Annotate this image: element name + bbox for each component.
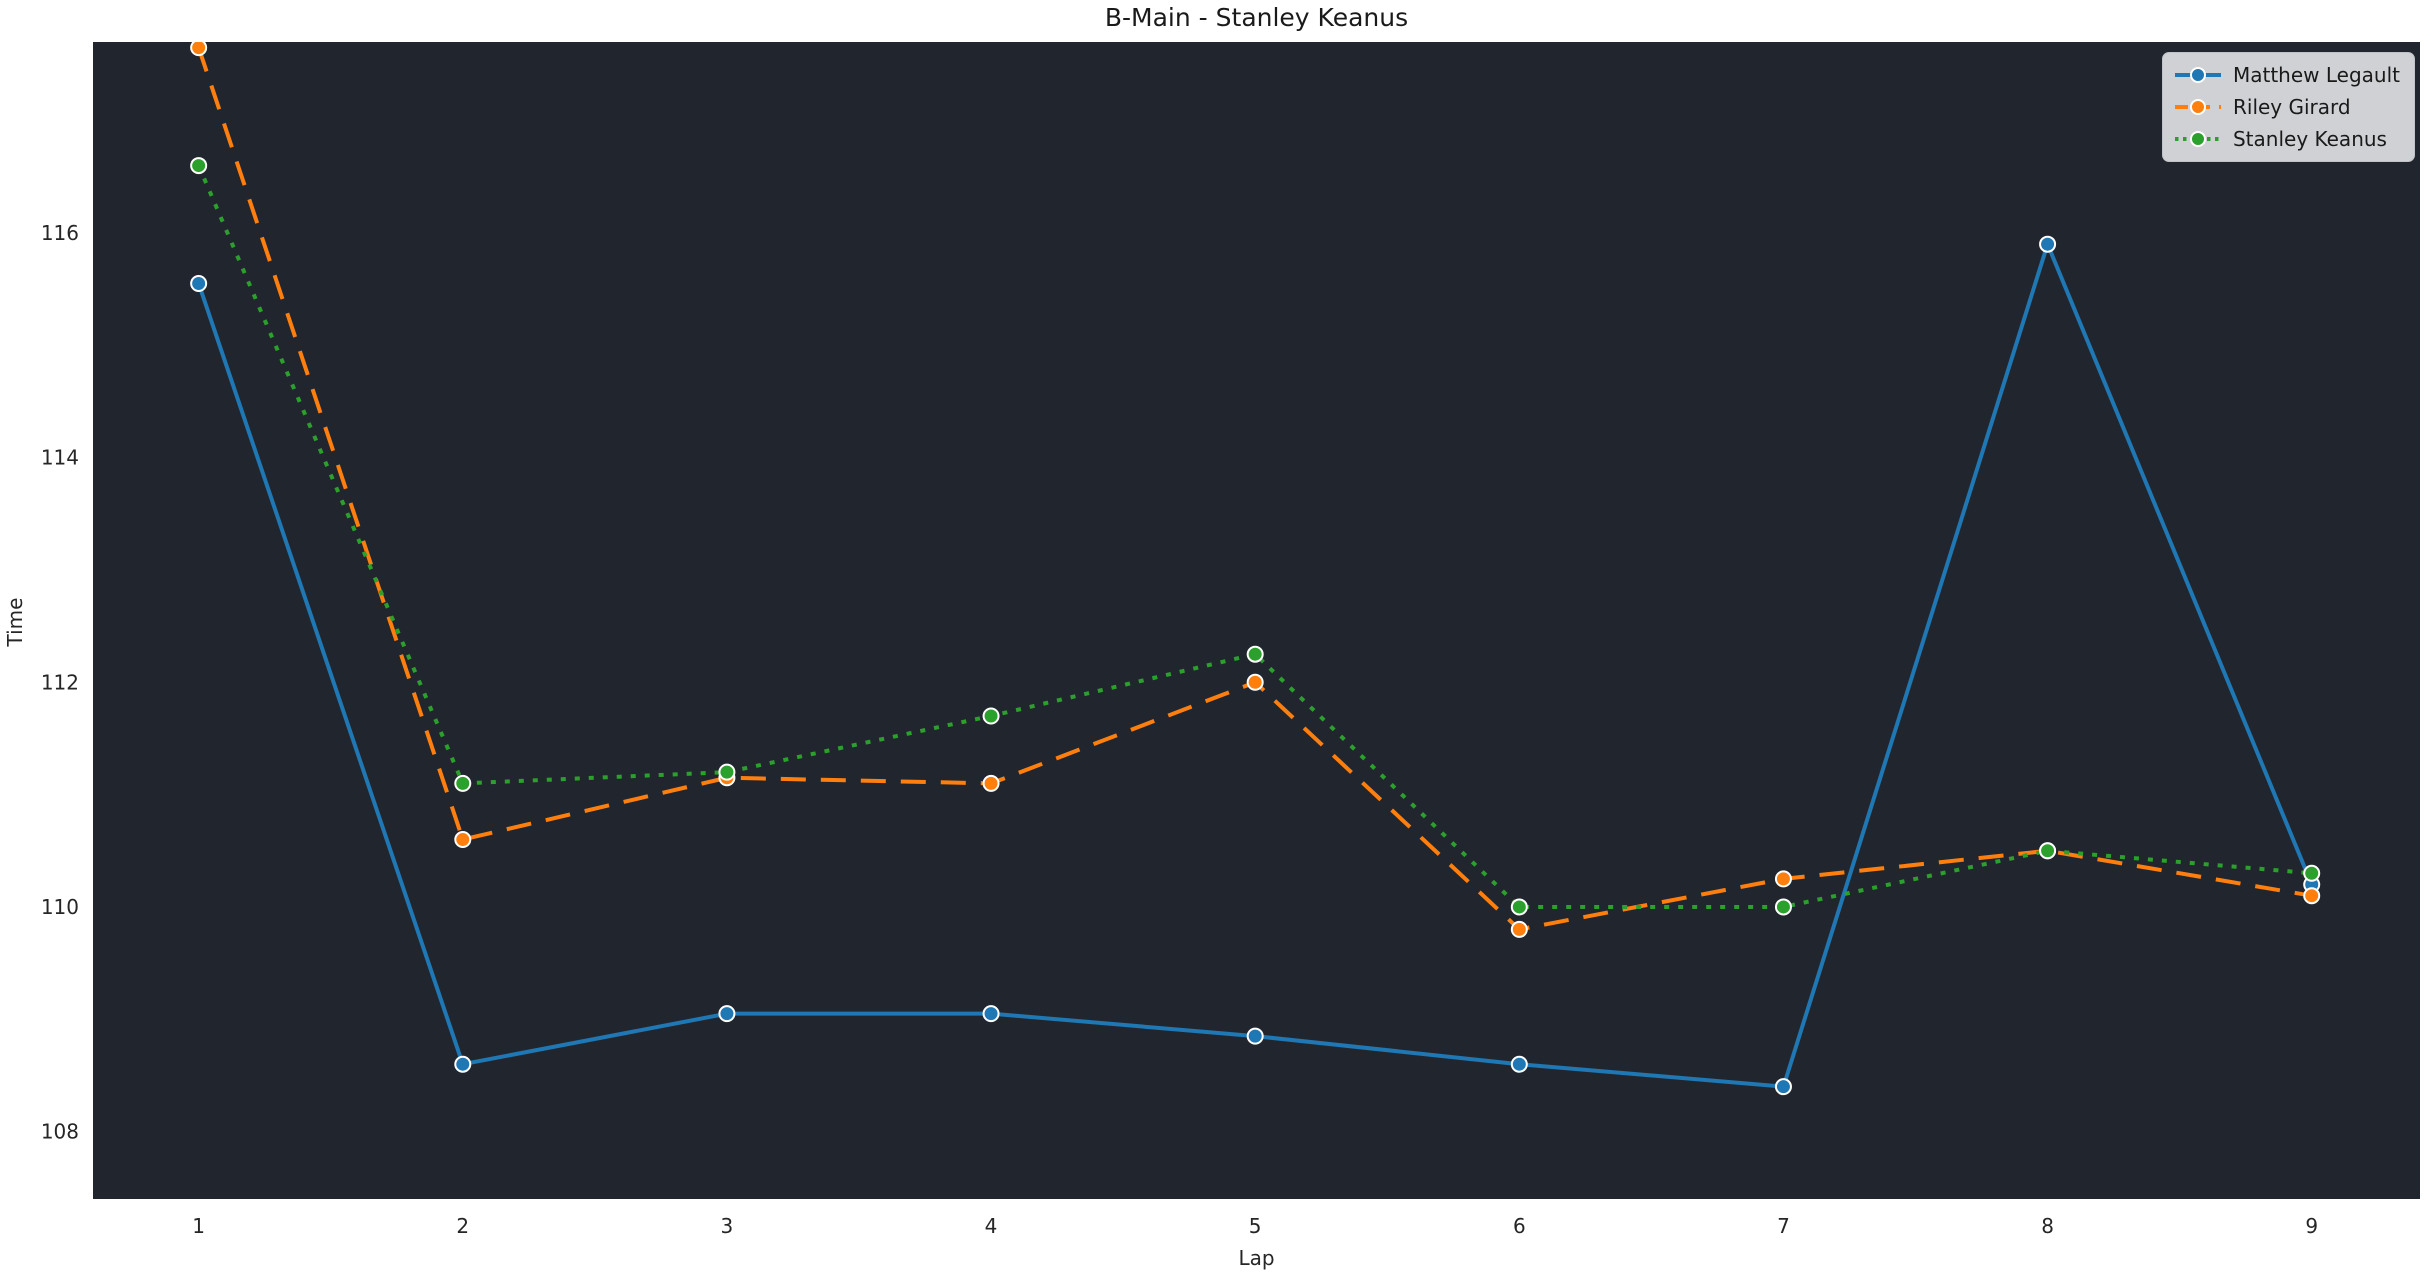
data-point-marker (1246, 645, 1264, 663)
y-tick-label: 108 (41, 1120, 79, 1144)
x-tick-label: 7 (1777, 1214, 1790, 1238)
x-tick-label: 3 (721, 1214, 734, 1238)
x-tick-label: 5 (1249, 1214, 1262, 1238)
y-tick-label: 110 (41, 895, 79, 919)
data-point-marker (1510, 898, 1528, 916)
x-tick-label: 2 (456, 1214, 469, 1238)
x-tick-label: 4 (985, 1214, 998, 1238)
data-point-marker (1510, 1055, 1528, 1073)
data-point-marker (2303, 887, 2321, 905)
data-point-marker (2039, 235, 2057, 253)
data-point-marker (190, 157, 208, 175)
x-tick-label: 8 (2041, 1214, 2054, 1238)
data-point-marker (2039, 842, 2057, 860)
legend-label: Riley Girard (2232, 95, 2351, 119)
x-tick-label: 6 (1513, 1214, 1526, 1238)
data-point-marker (1510, 920, 1528, 938)
data-point-marker (2303, 864, 2321, 882)
data-point-marker (1246, 673, 1264, 691)
legend-label: Matthew Legault (2232, 63, 2400, 87)
data-point-marker (1774, 898, 1792, 916)
legend-label: Stanley Keanus (2232, 127, 2387, 151)
data-point-marker (982, 774, 1000, 792)
data-point-marker (1246, 1027, 1264, 1045)
data-point-marker (982, 707, 1000, 725)
chart-title: B-Main - Stanley Keanus (1104, 3, 1409, 32)
series-line-stanley-keanus (196, 164, 2312, 909)
y-tick-label: 116 (41, 221, 79, 245)
legend-item-matthew-legault: Matthew Legault (2173, 61, 2400, 89)
y-tick-label: 114 (41, 446, 79, 470)
data-point-marker (454, 774, 472, 792)
data-point-marker (190, 275, 208, 293)
data-point-marker (1774, 1078, 1792, 1096)
data-point-marker (190, 42, 208, 57)
x-axis-label: Lap (1238, 1246, 1275, 1270)
legend-item-riley-girard: Riley Girard (2173, 93, 2400, 121)
data-point-marker (454, 1055, 472, 1073)
data-point-marker (454, 831, 472, 849)
data-point-marker (718, 1005, 736, 1023)
legend-line-sample-icon (2174, 67, 2221, 83)
plot-area (93, 42, 2420, 1199)
legend-line-sample-icon (2174, 99, 2221, 115)
y-axis-label: Time (3, 597, 27, 647)
x-tick-label: 1 (192, 1214, 205, 1238)
legend: Matthew Legault Riley Girard Stanley Kea… (2161, 52, 2415, 162)
data-point-marker (982, 1005, 1000, 1023)
legend-item-stanley-keanus: Stanley Keanus (2173, 125, 2400, 153)
x-tick-label: 9 (2305, 1214, 2318, 1238)
data-point-marker (1774, 870, 1792, 888)
legend-line-sample-icon (2174, 131, 2221, 147)
data-point-marker (718, 763, 736, 781)
y-tick-label: 112 (41, 670, 79, 694)
